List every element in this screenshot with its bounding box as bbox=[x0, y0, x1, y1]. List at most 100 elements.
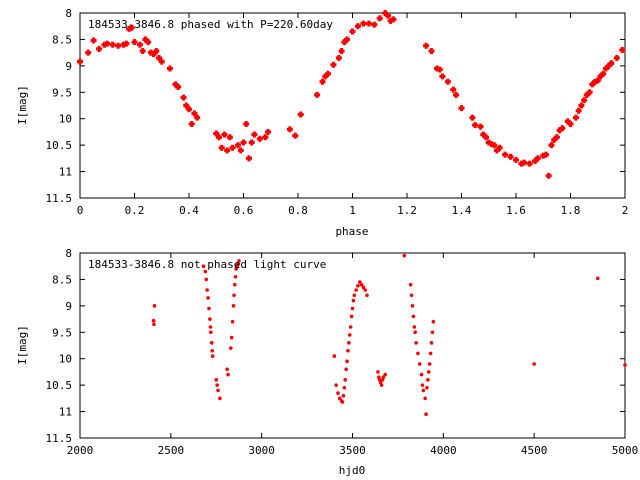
data-point bbox=[431, 319, 436, 324]
data-point bbox=[341, 393, 346, 398]
x-tick-label: 2500 bbox=[158, 444, 185, 457]
data-point bbox=[139, 48, 146, 55]
y-tick-label: 8.5 bbox=[52, 33, 72, 46]
y-tick-label: 9.5 bbox=[52, 86, 72, 99]
data-point bbox=[136, 41, 143, 48]
data-point bbox=[243, 121, 250, 127]
x-tick-label: 5000 bbox=[612, 444, 639, 457]
data-point bbox=[207, 306, 211, 311]
data-point bbox=[619, 47, 626, 53]
data-point bbox=[359, 282, 364, 287]
x-tick-label: 3000 bbox=[248, 444, 275, 457]
data-point bbox=[507, 153, 514, 160]
y-tick-label: 11.5 bbox=[46, 192, 73, 205]
data-point bbox=[201, 264, 206, 269]
data-point bbox=[237, 259, 241, 263]
x-tick-label: 1.8 bbox=[561, 204, 581, 217]
data-point bbox=[152, 322, 156, 327]
data-point bbox=[245, 155, 252, 162]
data-point bbox=[352, 293, 357, 298]
phased-light-curve-panel: 0 0.2 0.4 0.6 0.8 1 1.2 1.4 1.6 1.8 2 8 8.5 9 9.5 10 10.… bbox=[16, 7, 628, 238]
data-point bbox=[240, 139, 247, 146]
data-point bbox=[384, 12, 391, 19]
data-point bbox=[581, 97, 588, 104]
data-point bbox=[534, 155, 541, 162]
data-point bbox=[354, 288, 358, 292]
x-tick-label: 3500 bbox=[339, 444, 366, 457]
data-point bbox=[439, 73, 446, 80]
data-point bbox=[376, 15, 383, 22]
data-point bbox=[210, 354, 215, 358]
data-point bbox=[226, 372, 230, 377]
data-point bbox=[115, 42, 122, 49]
data-point bbox=[360, 20, 367, 27]
data-point bbox=[209, 330, 213, 335]
data-point bbox=[589, 81, 596, 88]
data-point bbox=[532, 158, 539, 164]
data-point bbox=[365, 20, 372, 27]
data-point bbox=[104, 40, 111, 47]
data-point bbox=[594, 77, 601, 84]
data-point bbox=[419, 372, 424, 377]
data-point bbox=[567, 121, 574, 127]
y-tick-label: 11.5 bbox=[46, 432, 73, 445]
data-point bbox=[153, 48, 160, 55]
chart-title: 184533-3846.8 phased with P=220.60day bbox=[88, 18, 333, 31]
data-point bbox=[493, 147, 500, 154]
data-point bbox=[409, 293, 414, 298]
data-point bbox=[150, 51, 157, 58]
x-tick-label: 1 bbox=[349, 204, 356, 217]
data-point bbox=[216, 388, 220, 393]
data-point bbox=[423, 396, 427, 401]
data-point bbox=[376, 370, 380, 374]
chart-title: 184533-3846.8 not phased light curve bbox=[88, 258, 326, 271]
y-tick-label: 11 bbox=[59, 406, 72, 419]
data-point bbox=[453, 91, 460, 98]
data-point bbox=[600, 70, 607, 77]
data-point bbox=[485, 139, 492, 146]
x-tick-label: 2000 bbox=[67, 444, 94, 457]
data-point bbox=[472, 122, 479, 129]
y-tick-label: 11 bbox=[59, 166, 72, 179]
data-point bbox=[77, 58, 83, 65]
data-point bbox=[469, 114, 476, 121]
data-point bbox=[347, 333, 352, 337]
data-point bbox=[213, 130, 220, 137]
data-point bbox=[623, 363, 627, 367]
data-point bbox=[340, 400, 345, 404]
data-point bbox=[180, 94, 187, 101]
data-point bbox=[502, 151, 509, 158]
data-point bbox=[354, 23, 361, 30]
data-point bbox=[158, 58, 165, 65]
data-point bbox=[235, 142, 242, 149]
data-point bbox=[90, 37, 97, 44]
data-point bbox=[147, 49, 154, 56]
data-point bbox=[210, 348, 215, 353]
data-point bbox=[237, 147, 244, 154]
data-point bbox=[232, 293, 236, 298]
plot-frame bbox=[79, 12, 626, 199]
data-point bbox=[526, 160, 533, 167]
x-tick-label: 0.6 bbox=[234, 204, 254, 217]
data-point bbox=[411, 314, 416, 319]
data-point bbox=[152, 304, 157, 308]
y-axis-label: I[mag] bbox=[16, 85, 29, 125]
data-point bbox=[349, 28, 356, 35]
data-point bbox=[427, 362, 432, 366]
data-point bbox=[559, 125, 566, 132]
x-tick-label: 1.6 bbox=[506, 204, 526, 217]
data-point bbox=[229, 144, 236, 151]
data-point bbox=[532, 362, 536, 366]
data-point bbox=[416, 351, 420, 356]
data-point bbox=[203, 269, 208, 274]
data-point bbox=[410, 304, 415, 308]
data-point bbox=[420, 383, 425, 387]
data-point bbox=[350, 306, 355, 311]
y-axis-label: I[mag] bbox=[16, 325, 29, 365]
data-point bbox=[208, 317, 212, 321]
data-point bbox=[262, 134, 269, 141]
data-point bbox=[297, 111, 304, 118]
data-point bbox=[556, 127, 563, 134]
data-point bbox=[319, 78, 326, 85]
data-point bbox=[286, 126, 293, 133]
